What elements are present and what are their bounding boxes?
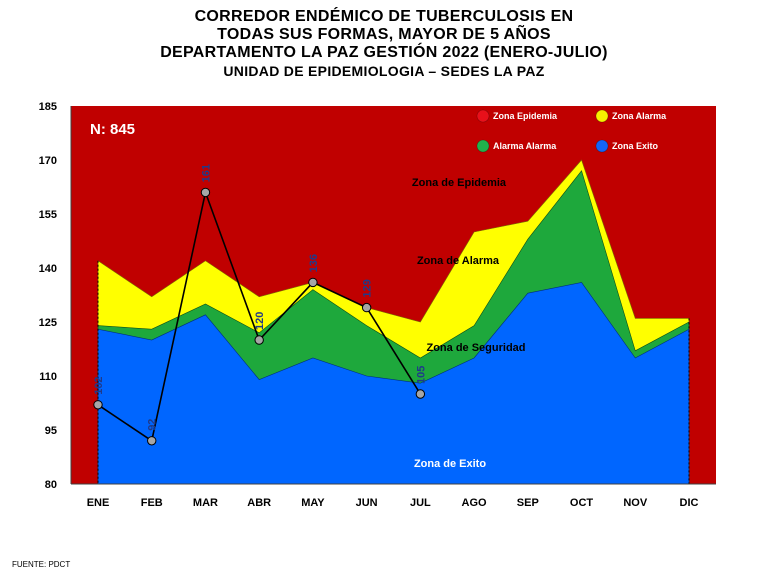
- title-line-3: DEPARTAMENTO LA PAZ GESTIÓN 2022 (ENERO-…: [160, 44, 608, 61]
- title-line-4: UNIDAD DE EPIDEMIOLOGIA – SEDES LA PAZ: [223, 63, 545, 79]
- zone-seguridad-label: Zona de Seguridad: [426, 342, 525, 354]
- data-point-marker: [200, 187, 211, 198]
- data-value-label: 102: [93, 376, 105, 394]
- title-line-2: TODAS SUS FORMAS, MAYOR DE 5 AÑOS: [217, 26, 551, 43]
- y-tick-label: 125: [39, 317, 57, 329]
- y-tick-label: 80: [45, 479, 57, 491]
- legend-marker: [595, 139, 609, 153]
- data-point-marker: [361, 302, 372, 313]
- data-point-marker: [254, 335, 264, 345]
- x-tick-label: NOV: [623, 497, 648, 509]
- x-tick-label: SEP: [517, 497, 539, 509]
- chart-title: CORREDOR ENDÉMICO DE TUBERCULOSIS EN TOD…: [0, 8, 768, 80]
- title-line-1: CORREDOR ENDÉMICO DE TUBERCULOSIS EN: [194, 8, 574, 25]
- x-tick-label: JUN: [356, 497, 378, 509]
- x-tick-label: ENE: [87, 497, 110, 509]
- legend-marker: [476, 139, 490, 153]
- legend-label: Zona Exito: [612, 141, 659, 151]
- x-tick-label: MAY: [301, 497, 325, 509]
- x-tick-label: DIC: [680, 497, 699, 509]
- source-footnote: FUENTE: PDCT: [12, 560, 71, 569]
- x-tick-label: OCT: [570, 497, 594, 509]
- data-point-marker: [93, 400, 103, 410]
- y-tick-label: 140: [39, 263, 57, 275]
- data-value-label: 120: [254, 312, 266, 330]
- x-tick-label: ABR: [247, 497, 271, 509]
- n-total-label: N: 845: [90, 121, 135, 138]
- data-point-marker: [308, 277, 318, 288]
- x-tick-label: FEB: [141, 497, 163, 509]
- zone-exito-area: [97, 282, 690, 485]
- data-value-label: 136: [308, 254, 320, 272]
- data-point-marker: [415, 389, 426, 399]
- zone-alarma-label: Zona de Alarma: [417, 255, 500, 267]
- zone-epidemia-label: Zona de Epidemia: [412, 177, 507, 189]
- legend-marker: [595, 109, 609, 123]
- y-tick-label: 155: [39, 209, 57, 221]
- y-tick-label: 185: [39, 101, 57, 113]
- legend-label: Alarma Alarma: [493, 141, 557, 151]
- x-tick-label: AGO: [462, 497, 488, 509]
- legend-label: Zona Alarma: [612, 111, 667, 121]
- zone-exito-label: Zona de Exito: [414, 458, 486, 470]
- x-tick-label: MAR: [193, 497, 218, 509]
- y-tick-label: 95: [45, 425, 57, 437]
- y-tick-label: 110: [39, 371, 57, 383]
- x-tick-label: JUL: [410, 497, 431, 509]
- data-value-label: 92: [147, 419, 159, 431]
- legend-label: Zona Epidemia: [493, 111, 558, 121]
- data-value-label: 161: [200, 164, 212, 182]
- data-value-label: 129: [362, 279, 374, 297]
- y-tick-label: 170: [39, 155, 57, 167]
- legend-marker: [476, 109, 490, 123]
- data-value-label: 105: [415, 366, 427, 384]
- data-point-marker: [147, 436, 157, 446]
